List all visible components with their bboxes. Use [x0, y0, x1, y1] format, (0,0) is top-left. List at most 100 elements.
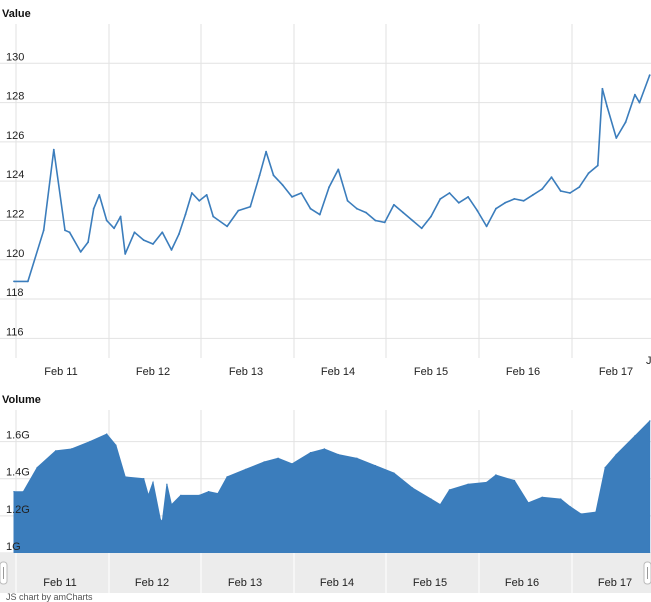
volume-data-point	[560, 498, 562, 500]
value-data-point	[265, 150, 267, 153]
value-data-point	[98, 194, 101, 196]
volume-data-point	[569, 505, 571, 508]
value-data-point	[638, 101, 641, 104]
value-data-point	[178, 233, 180, 236]
value-data-point	[624, 121, 627, 124]
volume-data-point	[207, 491, 210, 493]
volume-data-point	[166, 483, 168, 485]
volume-data-point	[595, 511, 597, 513]
volume-data-point	[580, 513, 582, 515]
value-data-point	[541, 188, 544, 190]
value-data-point	[191, 192, 193, 194]
volume-data-point	[226, 476, 228, 478]
value-y-tick-label: 118	[6, 287, 24, 299]
volume-data-point	[309, 452, 312, 454]
volume-y-tick-label: 1G	[6, 541, 21, 553]
value-data-point	[113, 227, 115, 230]
volume-y-tick-label: 1.6G	[6, 430, 30, 442]
volume-data-point	[263, 461, 265, 463]
value-data-point	[152, 243, 154, 245]
volume-data-point	[161, 520, 163, 523]
value-y-tick-label: 126	[6, 130, 24, 142]
volume-data-point	[170, 504, 173, 506]
volume-y-tick-label: 1.2G	[6, 504, 30, 516]
value-data-point	[634, 93, 636, 96]
value-data-point	[346, 199, 349, 202]
value-data-point	[559, 190, 562, 192]
value-data-point	[648, 74, 651, 76]
volume-data-point	[513, 479, 516, 482]
scrollbar[interactable]: Feb 11 Feb 12 Feb 13 Feb 14 Feb 15 Feb 16 Feb …	[0, 553, 651, 593]
value-data-point	[504, 201, 506, 204]
volume-data-point	[467, 483, 469, 485]
value-data-point	[142, 239, 145, 242]
value-data-point	[596, 164, 599, 167]
volume-data-point	[527, 502, 529, 504]
value-x-tick-label: Feb 11	[44, 366, 77, 378]
volume-data-point	[147, 494, 150, 497]
value-data-point	[272, 174, 275, 177]
value-panel: 116 118 120 122 124 126 128 130	[0, 24, 651, 358]
volume-data-point	[13, 491, 15, 493]
value-x-tick-label: Feb 14	[321, 366, 355, 378]
value-data-point	[402, 211, 405, 214]
value-data-point	[249, 205, 252, 208]
volume-data-point	[36, 466, 38, 469]
volume-panel: 1G 1.2G 1.4G 1.6G	[0, 410, 651, 554]
volume-data-point	[180, 494, 182, 497]
value-data-point	[601, 87, 604, 90]
value-data-point	[87, 241, 89, 244]
value-x-tick-label: Feb 16	[506, 366, 540, 378]
volume-data-point	[439, 504, 441, 506]
volume-data-point	[374, 465, 377, 467]
value-data-point	[578, 186, 581, 189]
value-data-point	[309, 207, 312, 210]
value-x-tick-label: Feb 13	[229, 366, 263, 378]
value-data-point	[439, 198, 442, 200]
volume-data-point	[323, 448, 326, 450]
value-panel-title: Value	[2, 8, 31, 20]
volume-panel-title: Volume	[2, 394, 41, 406]
volume-data-point	[615, 453, 617, 456]
value-data-point	[300, 192, 303, 194]
value-data-point	[328, 186, 330, 189]
value-data-point	[237, 209, 240, 212]
value-data-point	[569, 192, 571, 194]
value-data-point	[495, 207, 497, 210]
value-data-point	[420, 227, 423, 230]
value-y-tick-label: 122	[6, 208, 24, 220]
value-y-tick-label: 130	[6, 51, 24, 63]
footer-credit: JS chart by amCharts	[6, 592, 93, 602]
volume-data-point	[106, 433, 108, 435]
scrollbar-x-tick-label: Feb 16	[505, 577, 539, 589]
value-data-point	[13, 280, 15, 283]
volume-data-point	[245, 468, 247, 471]
scrollbar-x-tick-label: Feb 11	[43, 577, 76, 589]
volume-data-point	[291, 463, 293, 465]
volume-data-point	[159, 518, 162, 521]
volume-data-point	[277, 457, 279, 459]
value-y-tick-label: 124	[6, 169, 24, 181]
value-x-edge-label: J	[646, 355, 651, 367]
value-data-point	[92, 207, 95, 210]
value-data-point	[615, 137, 618, 139]
value-x-axis: Feb 11 Feb 12 Feb 13 Feb 14 Feb 15 Feb 16 Feb …	[44, 366, 633, 378]
volume-data-point	[22, 491, 24, 493]
volume-data-point	[430, 498, 432, 500]
value-data-point	[550, 176, 553, 179]
volume-data-point	[411, 487, 414, 489]
value-data-point	[448, 192, 451, 194]
value-data-point	[226, 225, 229, 228]
value-data-point	[212, 215, 215, 218]
value-data-point	[337, 168, 340, 171]
volume-data-point	[634, 435, 636, 437]
value-data-point	[411, 219, 414, 222]
value-y-tick-label: 120	[6, 248, 24, 260]
value-data-point	[258, 174, 261, 177]
volume-data-point	[541, 496, 543, 498]
volume-data-point	[448, 489, 451, 491]
volume-data-point	[70, 448, 73, 450]
value-data-point	[318, 213, 321, 216]
value-data-point	[64, 229, 66, 232]
